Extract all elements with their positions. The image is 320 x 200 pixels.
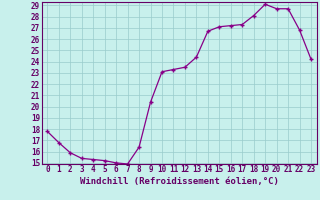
X-axis label: Windchill (Refroidissement éolien,°C): Windchill (Refroidissement éolien,°C): [80, 177, 279, 186]
